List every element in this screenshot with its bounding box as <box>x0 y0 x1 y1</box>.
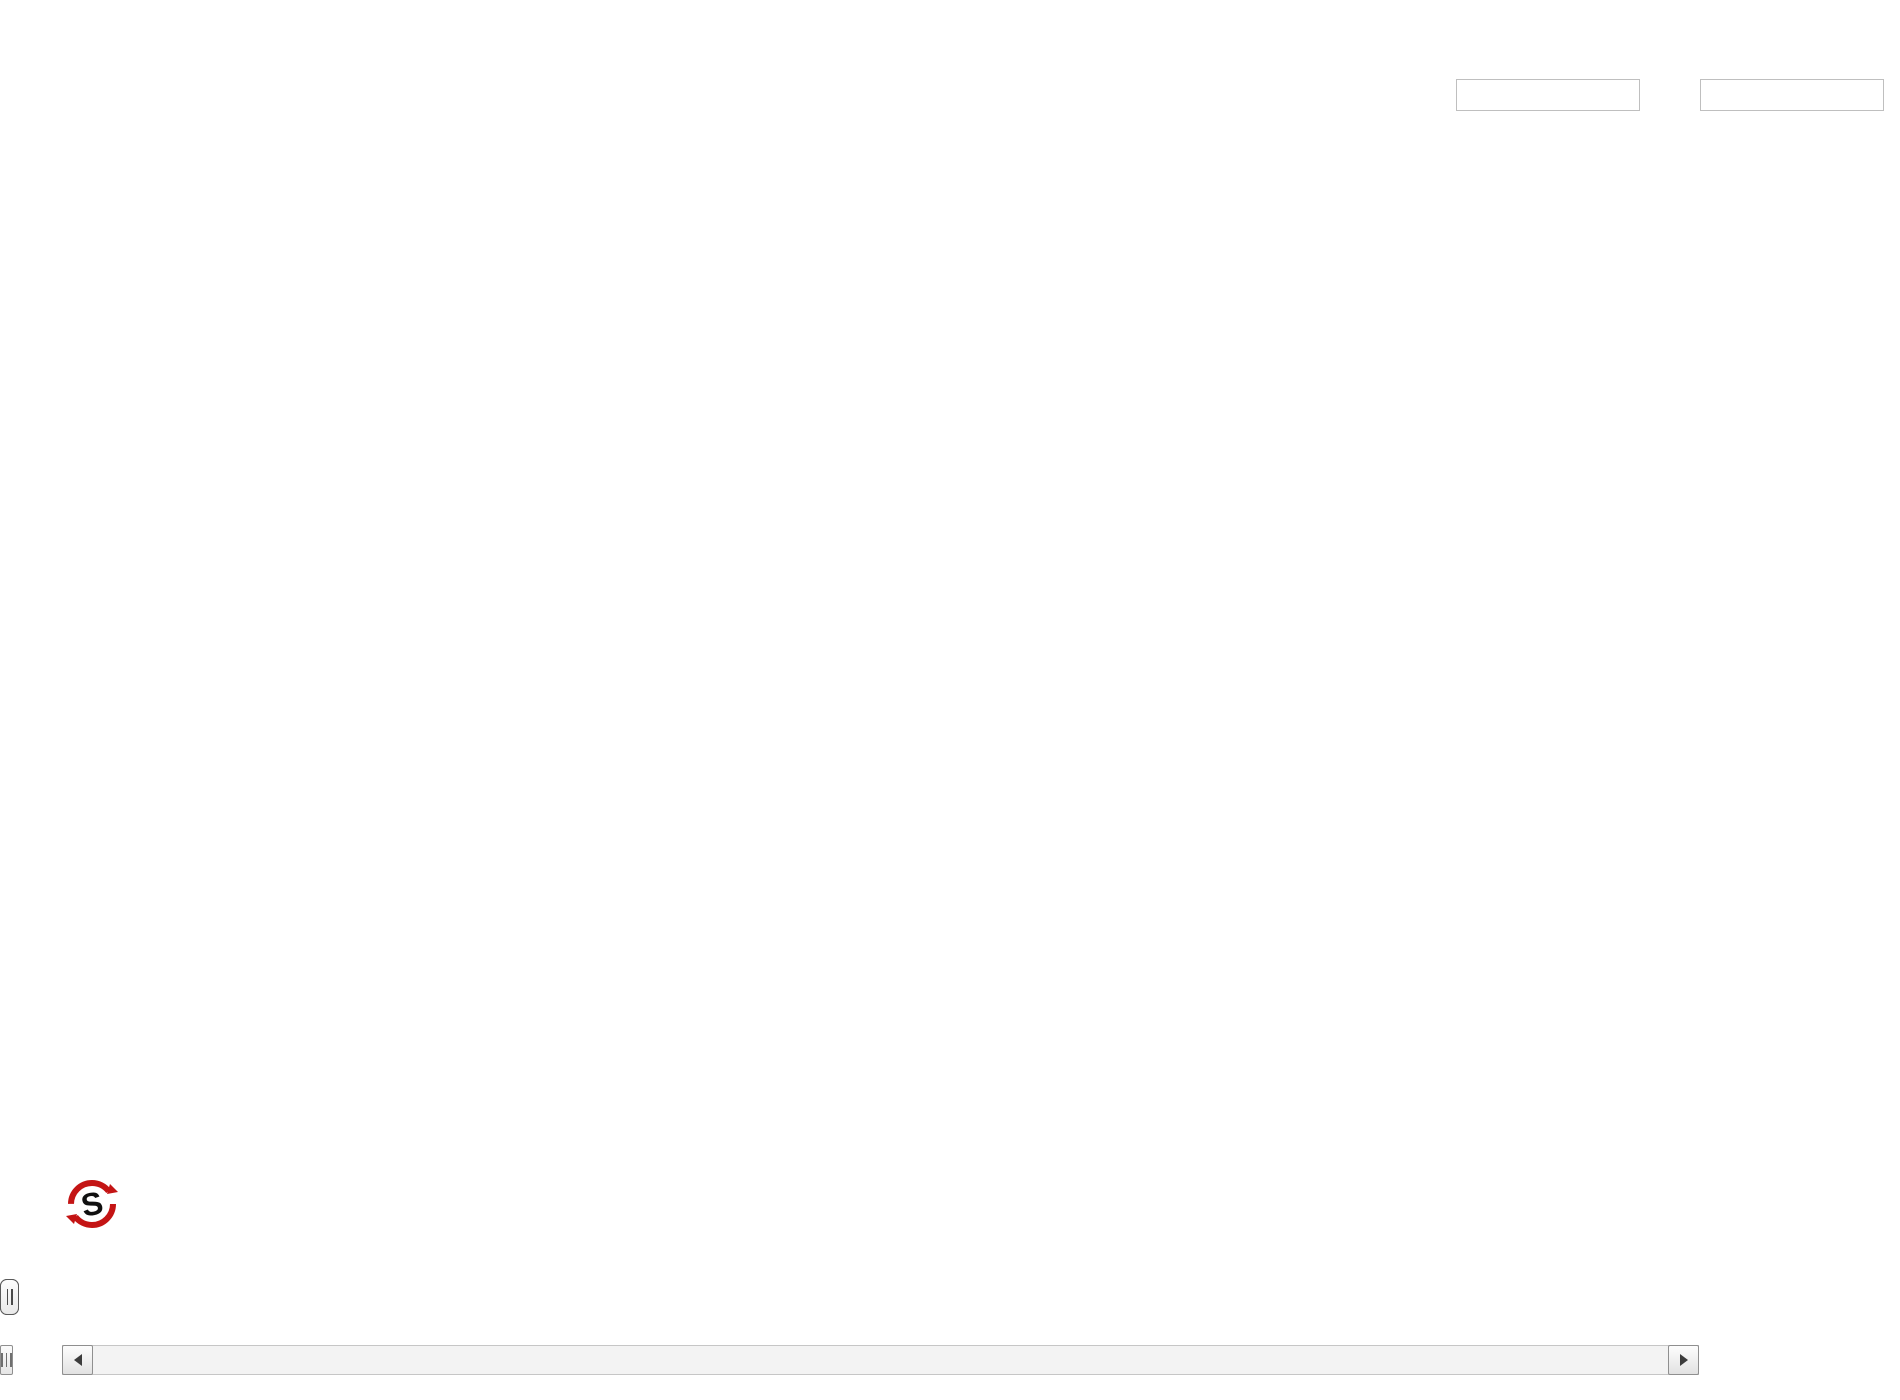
sentimentrader-logo: S <box>66 1178 126 1235</box>
arrow-left-icon <box>73 1354 82 1366</box>
scrollbar-thumb[interactable] <box>0 1345 13 1375</box>
svg-text:S: S <box>78 1184 106 1224</box>
scrollbar-left-button[interactable] <box>62 1345 93 1375</box>
to-date-input[interactable] <box>1700 79 1884 111</box>
scrollbar-right-button[interactable] <box>1668 1345 1699 1375</box>
arrow-right-icon <box>1679 1354 1688 1366</box>
sentimentrader-logo-icon: S <box>66 1178 118 1235</box>
scrollbar-track[interactable] <box>62 1345 1699 1375</box>
navigator-right-handle[interactable] <box>0 1279 19 1315</box>
from-date-input[interactable] <box>1456 79 1640 111</box>
